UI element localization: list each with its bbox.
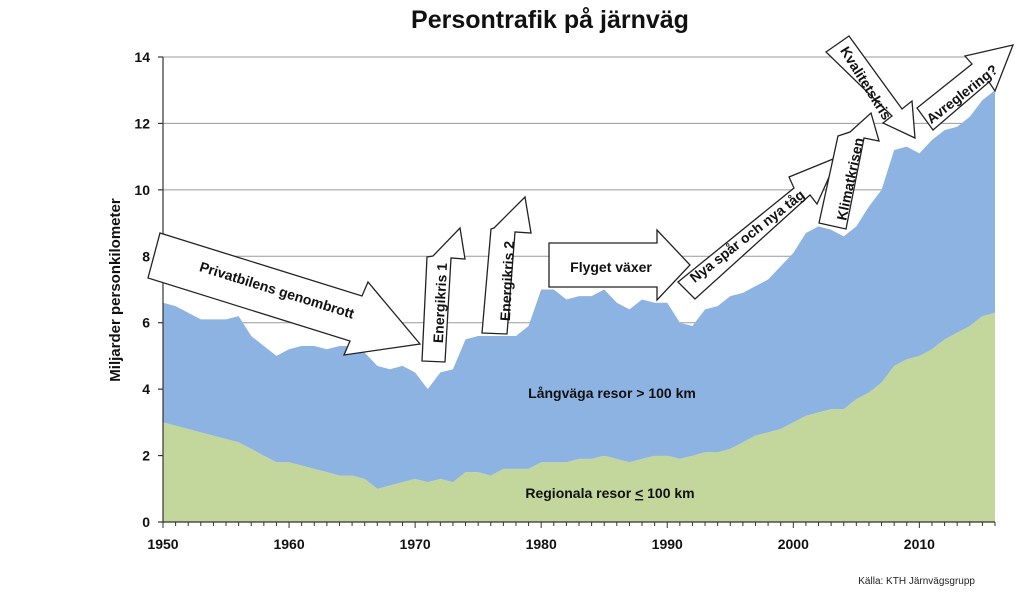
annotation-avreglering: Avreglering?: [916, 44, 1015, 131]
chart-title: Persontrafik på järnväg: [411, 6, 689, 34]
area-regional: [163, 312, 995, 522]
annotation-energikris1-text: Energikris 1: [430, 262, 450, 343]
x-tick-label-1960: 1960: [273, 536, 304, 552]
annotation-kvalitetskris-text: Kvalitetskris: [837, 43, 895, 122]
regional-series-label: Regionala resor < 100 km: [525, 485, 694, 501]
y-tick-label-10: 10: [134, 182, 150, 198]
y-tick-label-2: 2: [142, 448, 150, 464]
x-tick-label-1950: 1950: [147, 536, 178, 552]
tick-labels: 0 2 4 6 8 10 12 14 1950 1960 1970 1980 1990 2000 2010: [134, 49, 935, 552]
x-tick-label-1980: 1980: [526, 536, 557, 552]
annotation-flyget-text: Flyget växer: [570, 259, 652, 275]
regional-label-symbol: <: [635, 485, 643, 501]
area-longdistance: [163, 90, 995, 489]
y-tick-label-14: 14: [134, 49, 150, 65]
x-tick-label-2000: 2000: [778, 536, 809, 552]
regional-label-prefix: Regionala resor: [525, 485, 635, 501]
x-tick-label-1990: 1990: [652, 536, 683, 552]
y-tick-label-12: 12: [134, 115, 150, 131]
y-tick-label-0: 0: [142, 514, 150, 530]
regional-label-suffix: 100 km: [643, 485, 694, 501]
y-tick-label-6: 6: [142, 315, 150, 331]
source-text: Källa: KTH Järnvägsgrupp: [858, 576, 975, 587]
y-tick-label-4: 4: [142, 381, 150, 397]
annotation-flyget: Flyget växer: [548, 228, 691, 302]
longdistance-series-label: Långväga resor > 100 km: [528, 385, 696, 401]
annotation-energikris2: Energikris 2: [481, 195, 532, 335]
axes: [158, 56, 996, 528]
y-axis-label: Miljarder personkilometer: [107, 198, 124, 382]
y-tick-label-8: 8: [142, 248, 150, 264]
area-series: [163, 90, 995, 522]
annotation-energikris1: Energikris 1: [421, 226, 466, 363]
x-tick-label-2010: 2010: [904, 536, 935, 552]
x-tick-label-1970: 1970: [400, 536, 431, 552]
annotation-energikris2-text: Energikris 2: [497, 240, 517, 321]
svg-text:Regionala resor < 100 km: Regionala resor < 100 km: [525, 485, 694, 501]
